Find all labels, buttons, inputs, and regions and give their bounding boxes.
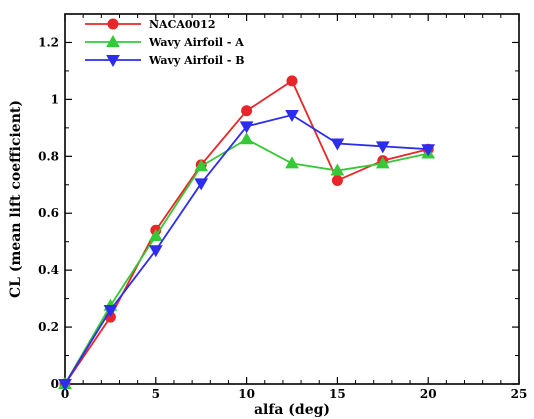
x-tick-label: 25 [511,387,528,401]
data-point [285,110,299,123]
data-point [286,75,298,87]
y-tick-label: 0.4 [38,263,59,277]
legend-label: NACA0012 [149,18,216,31]
y-tick-label: 0.6 [38,206,59,220]
y-axis-title: CL (mean lift coefficient) [8,100,24,298]
x-tick-label: 15 [329,387,346,401]
legend-item: Wavy Airfoil - B [85,54,245,68]
axis-ticks [64,14,520,385]
data-point [148,228,163,241]
data-point [375,141,390,154]
legend-marker [106,55,120,68]
legend-item: Wavy Airfoil - A [85,34,244,49]
series-1 [58,132,436,389]
data-point [194,159,209,172]
y-tick-label: 1.2 [38,35,59,49]
y-tick-label: 0.8 [38,149,59,163]
legend-label: Wavy Airfoil - B [148,54,245,67]
x-tick-label: 20 [420,387,437,401]
plot-border [64,13,520,385]
data-point [241,105,253,117]
x-axis-title: alfa (deg) [254,402,330,418]
legend-item: NACA0012 [85,18,216,31]
data-point [421,144,436,157]
data-point [239,121,254,134]
data-point [58,379,72,392]
y-tick-label: 0 [51,377,59,391]
y-tick-label: 0.2 [38,320,59,334]
data-point [285,156,299,169]
x-tick-label: 5 [152,387,160,401]
axis-tick-labels: 0 5 10 15 20 25 0 0.2 0.4 0.6 0.8 1 1.2 [38,35,527,401]
data-point [331,175,343,186]
data-point [148,245,163,258]
y-tick-label: 1 [51,92,59,106]
series-line [64,114,429,385]
series-layer [58,75,436,392]
data-point [103,305,118,318]
legend: NACA0012 Wavy Airfoil - A Wavy Airfoil - B [85,18,245,68]
plot-frame [64,13,520,385]
data-point [330,138,345,151]
series-line [64,138,429,385]
series-2 [58,110,436,392]
data-point [375,156,390,169]
legend-label: Wavy Airfoil - A [148,36,244,49]
legend-marker [107,18,119,30]
data-point [239,132,254,145]
data-point [194,178,209,191]
x-tick-label: 10 [238,387,255,401]
x-tick-label: 0 [61,387,69,401]
legend-marker [106,34,120,47]
data-point [330,163,345,176]
